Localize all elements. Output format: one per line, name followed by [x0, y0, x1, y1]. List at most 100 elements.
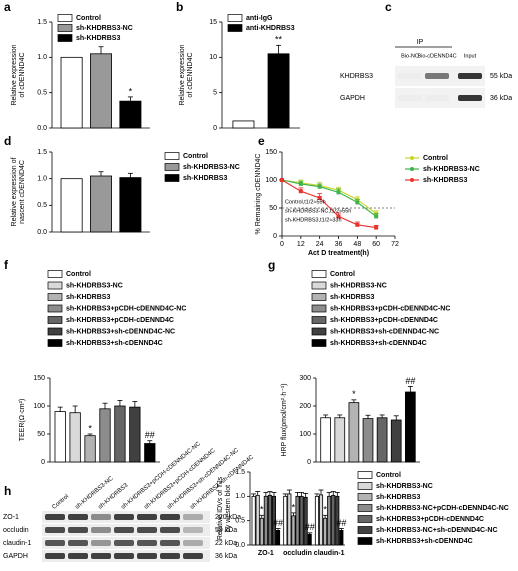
panel-label: e	[258, 134, 265, 148]
y-axis-label: of cDENND4C	[187, 52, 194, 97]
y-tick-label: 50	[37, 431, 45, 438]
lane-label: sh-KHDRBS3-NC	[74, 475, 115, 510]
blot-band	[45, 540, 65, 546]
blot-band	[91, 527, 111, 533]
blot-band	[160, 553, 180, 559]
bar	[90, 53, 112, 129]
legend-label: sh-KHDRBS3+pCDH-cDENND4C-NC	[330, 305, 450, 312]
bar	[348, 402, 360, 463]
blot-band	[91, 540, 111, 546]
legend-swatch	[47, 316, 63, 324]
bar	[299, 495, 304, 546]
bar	[362, 418, 374, 463]
blot-band	[425, 95, 449, 101]
bar	[84, 435, 96, 463]
blot-band	[114, 527, 134, 533]
x-axis-label: Act D treatment(h)	[308, 250, 369, 257]
row-label: claudin-1	[3, 540, 32, 547]
y-tick-label: 0.0	[235, 542, 245, 549]
legend-label: sh-KHDRBS3+sh-cDENND4C	[330, 340, 427, 347]
bar	[390, 419, 402, 463]
bar	[376, 417, 388, 463]
y-tick-label: 0.5	[37, 202, 47, 209]
point	[355, 200, 360, 205]
bar	[334, 417, 346, 463]
panel-label: b	[176, 0, 183, 14]
blot-band	[137, 527, 157, 533]
significance: *	[129, 86, 133, 96]
legend-label: Control	[330, 271, 355, 278]
bar	[287, 493, 292, 546]
significance: ##	[273, 518, 283, 528]
blot-band	[160, 514, 180, 520]
legend-marker	[410, 178, 414, 182]
bar	[327, 495, 332, 546]
y-tick-label: 5	[213, 90, 217, 97]
legend-label: sh-KHDRBS3+sh-cDENND4C	[66, 340, 163, 347]
legend-swatch	[357, 526, 373, 534]
legend-label: sh-KHDRBS3-NC	[376, 483, 433, 490]
blot-band	[91, 514, 111, 520]
panel-label: d	[4, 134, 11, 148]
blot-band	[160, 527, 180, 533]
legend-label: sh-KHDRBS3-NC	[330, 282, 387, 289]
y-tick-label: 0	[41, 459, 45, 466]
legend-label: sh-KHDRBS3-NC+pCDH-cDENND4C-NC	[376, 505, 509, 512]
blot-band	[137, 540, 157, 546]
y-tick-label: 150	[265, 149, 277, 156]
legend-label: sh-KHDRBS3	[330, 294, 374, 301]
legend-label: Control	[376, 472, 401, 479]
y-tick-label: 1.0	[37, 176, 47, 183]
legend-swatch	[57, 34, 73, 42]
significance: *	[352, 389, 356, 399]
y-tick-label: 100	[33, 403, 45, 410]
y-tick-label: 10	[209, 54, 217, 61]
bar	[232, 120, 255, 129]
legend-swatch	[311, 304, 327, 313]
y-axis-label: nascent cDENND4C	[19, 160, 26, 224]
significance: ##	[405, 376, 415, 386]
x-tick-label: claudin-1	[314, 550, 345, 557]
legend-swatch	[47, 304, 63, 313]
y-axis-label: % Remaining cDENND4C	[255, 154, 262, 235]
row-size: 36 kDa	[490, 95, 512, 102]
blot-band	[398, 95, 422, 101]
legend-swatch	[311, 339, 327, 347]
bar	[318, 494, 324, 546]
legend-swatch	[357, 482, 373, 490]
legend-label: sh-KHDRBS3+sh-cDENND4C-NC	[330, 328, 439, 335]
bar	[276, 530, 281, 546]
blot-band	[183, 527, 203, 533]
series-line	[281, 179, 377, 215]
y-tick-label: 150	[33, 375, 45, 382]
legend-marker	[410, 156, 414, 160]
panel-label: c	[385, 0, 392, 14]
legend-label: sh-KHDRBS3	[423, 177, 467, 184]
bar	[60, 56, 83, 129]
point	[298, 189, 303, 194]
legend-label: sh-KHDRBS3-NC	[76, 25, 133, 32]
y-tick-label: 0.0	[37, 125, 47, 132]
bar	[263, 495, 268, 546]
annotation: sh-KHDRBS3-NC,t1/2≈55h	[285, 208, 351, 214]
panel-label: a	[4, 0, 11, 14]
bar	[60, 178, 83, 233]
legend-swatch	[311, 327, 327, 336]
y-tick-label: 0.5	[37, 90, 47, 97]
y-tick-label: 1.5	[235, 469, 245, 476]
y-tick-label: 1.0	[37, 54, 47, 61]
legend-label: sh-KHDRBS3-NC	[183, 164, 240, 171]
row-label: GAPDH	[340, 95, 365, 102]
legend-label: Control	[423, 155, 448, 162]
blot-band	[458, 73, 482, 79]
significance: *	[292, 502, 296, 512]
bar	[283, 495, 288, 546]
legend-swatch	[311, 316, 327, 324]
x-tick-label: ZO-1	[258, 550, 274, 557]
y-tick-label: 0	[273, 233, 277, 240]
bar	[307, 533, 312, 546]
legend-swatch	[47, 293, 63, 301]
y-axis-label: Relative IDVs of TJs	[217, 476, 224, 540]
y-tick-label: 0	[213, 125, 217, 132]
legend-label: Control	[76, 15, 101, 22]
